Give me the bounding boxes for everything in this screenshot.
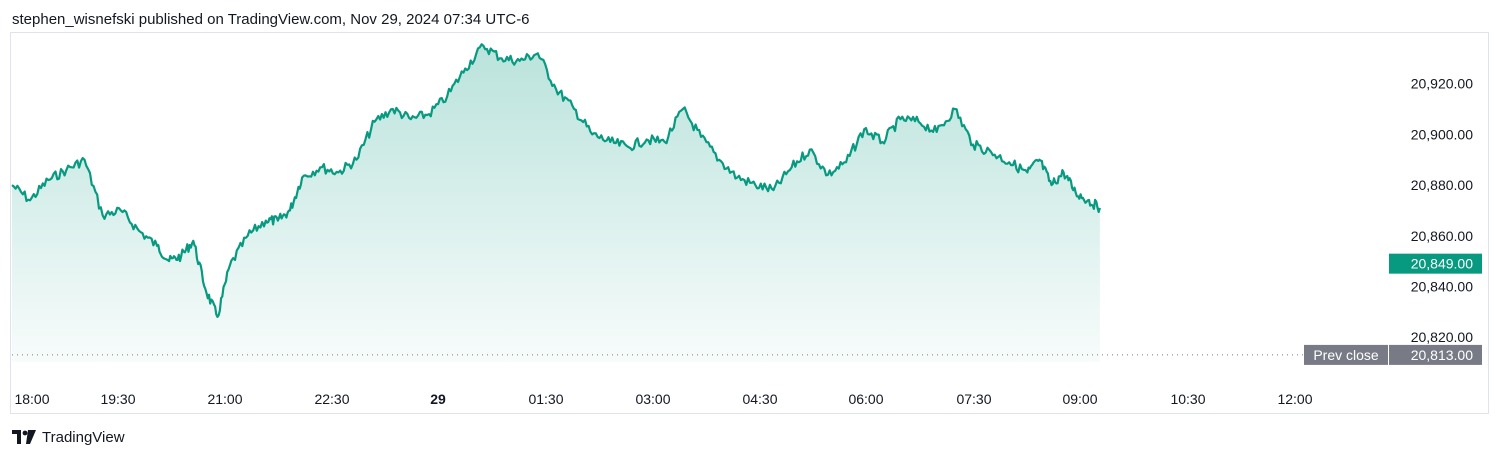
x-tick-label: 18:00 bbox=[14, 391, 49, 407]
price-line[interactable] bbox=[11, 43, 1101, 318]
y-tick-label: 20,920.00 bbox=[1411, 76, 1473, 92]
x-tick-label: 19:30 bbox=[100, 391, 135, 407]
y-tick-label: 20,840.00 bbox=[1411, 278, 1473, 294]
x-tick-label: 04:30 bbox=[742, 391, 777, 407]
y-tick-label: 20,860.00 bbox=[1411, 228, 1473, 244]
prev-close-tag-label: Prev close bbox=[1313, 347, 1379, 363]
last-price-label: 20,849.00 bbox=[1411, 256, 1473, 272]
chart-frame bbox=[10, 32, 1489, 414]
x-tick-label: 12:00 bbox=[1277, 391, 1312, 407]
y-tick-label: 20,900.00 bbox=[1411, 126, 1473, 142]
last-price-badge[interactable] bbox=[1389, 253, 1482, 274]
prev-close-value-badge[interactable] bbox=[1389, 344, 1482, 365]
footer-brand[interactable]: TradingView bbox=[42, 428, 125, 446]
x-tick-label: 21:00 bbox=[207, 391, 242, 407]
tradingview-logo-icon[interactable] bbox=[12, 430, 36, 444]
footer: TradingView bbox=[12, 427, 125, 447]
x-tick-label: 06:00 bbox=[848, 391, 883, 407]
y-tick-label: 20,820.00 bbox=[1411, 329, 1473, 345]
x-tick-label: 01:30 bbox=[528, 391, 563, 407]
x-tick-label: 10:30 bbox=[1170, 391, 1205, 407]
x-tick-label: 09:00 bbox=[1062, 391, 1097, 407]
x-tick-label: 29 bbox=[430, 391, 446, 407]
x-tick-label: 22:30 bbox=[314, 391, 349, 407]
prev-close-value-label: 20,813.00 bbox=[1411, 347, 1473, 363]
y-tick-label: 20,880.00 bbox=[1411, 177, 1473, 193]
x-tick-label: 07:30 bbox=[956, 391, 991, 407]
attribution-text: stephen_wisnefski published on TradingVi… bbox=[12, 11, 530, 28]
x-tick-label: 03:00 bbox=[635, 391, 670, 407]
price-area-fill bbox=[12, 44, 1100, 363]
prev-close-tag-badge[interactable] bbox=[1304, 344, 1388, 365]
